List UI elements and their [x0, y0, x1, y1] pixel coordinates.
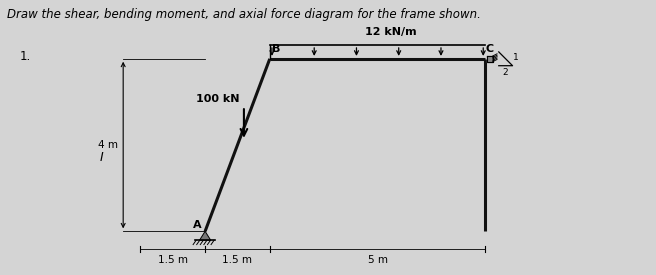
Text: Draw the shear, bending moment, and axial force diagram for the frame shown.: Draw the shear, bending moment, and axia…	[7, 8, 480, 21]
Text: I: I	[100, 152, 104, 164]
Text: B: B	[272, 44, 280, 54]
Text: 1: 1	[514, 53, 519, 62]
Text: 1.5 m: 1.5 m	[158, 255, 188, 265]
Polygon shape	[199, 231, 211, 240]
Text: 2: 2	[503, 68, 508, 77]
Text: A: A	[193, 219, 201, 230]
Text: 100 kN: 100 kN	[196, 94, 239, 104]
Text: 5 m: 5 m	[367, 255, 388, 265]
Text: 1.5 m: 1.5 m	[222, 255, 253, 265]
Text: 4 m: 4 m	[98, 140, 118, 150]
Text: 1.: 1.	[20, 50, 31, 62]
Polygon shape	[487, 56, 493, 62]
Text: C: C	[486, 45, 494, 54]
Text: 12 kN/m: 12 kN/m	[365, 27, 417, 37]
